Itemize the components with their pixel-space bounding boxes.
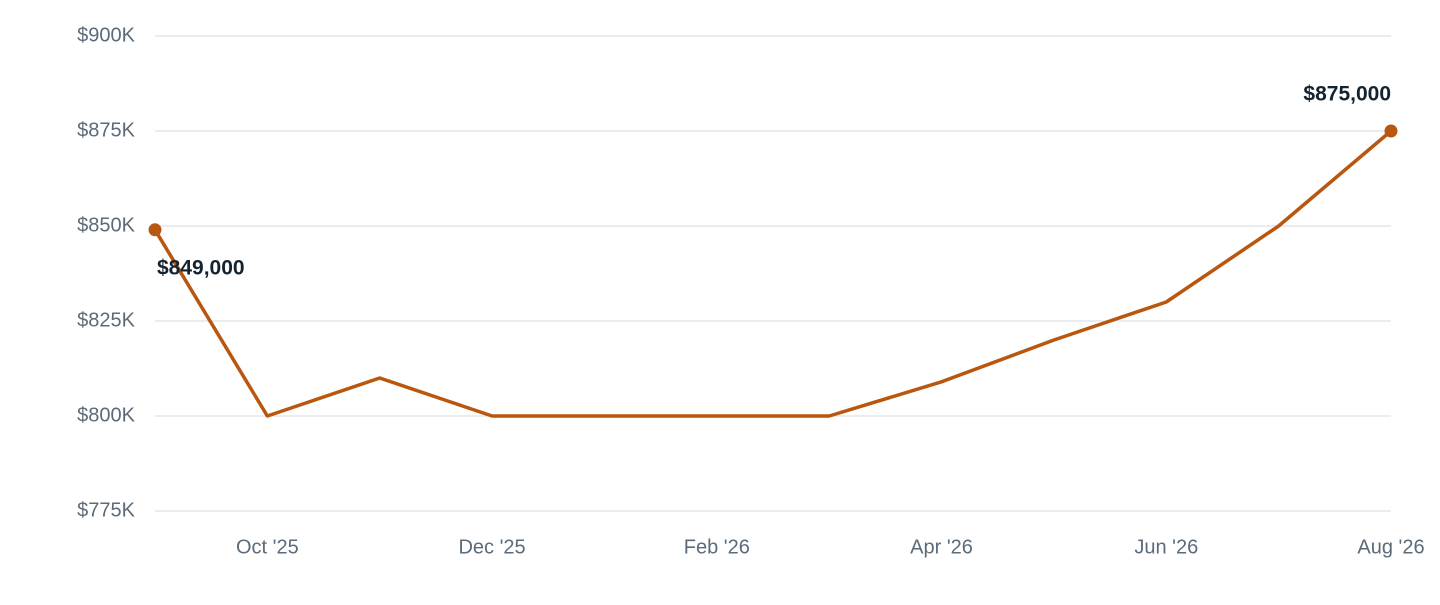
x-tick-label: Feb '26 — [684, 536, 750, 558]
y-tick-label: $800K — [77, 404, 135, 426]
y-tick-label: $775K — [77, 499, 135, 521]
y-tick-label: $825K — [77, 309, 135, 331]
value-label: $849,000 — [157, 256, 245, 279]
value-label: $875,000 — [1303, 83, 1391, 106]
point — [148, 223, 162, 237]
line — [153, 129, 1393, 418]
y-tick-label: $850K — [77, 214, 135, 236]
y-tick-label: $875K — [77, 119, 135, 141]
x-tick-label: Dec '25 — [458, 536, 525, 558]
y-tick-label: $900K — [77, 24, 135, 46]
x-tick-label: Oct '25 — [236, 536, 299, 558]
point — [1384, 124, 1398, 138]
x-tick-label: Apr '26 — [910, 536, 973, 558]
x-tick-label: Jun '26 — [1134, 536, 1198, 558]
x-tick-label: Aug '26 — [1357, 536, 1424, 558]
